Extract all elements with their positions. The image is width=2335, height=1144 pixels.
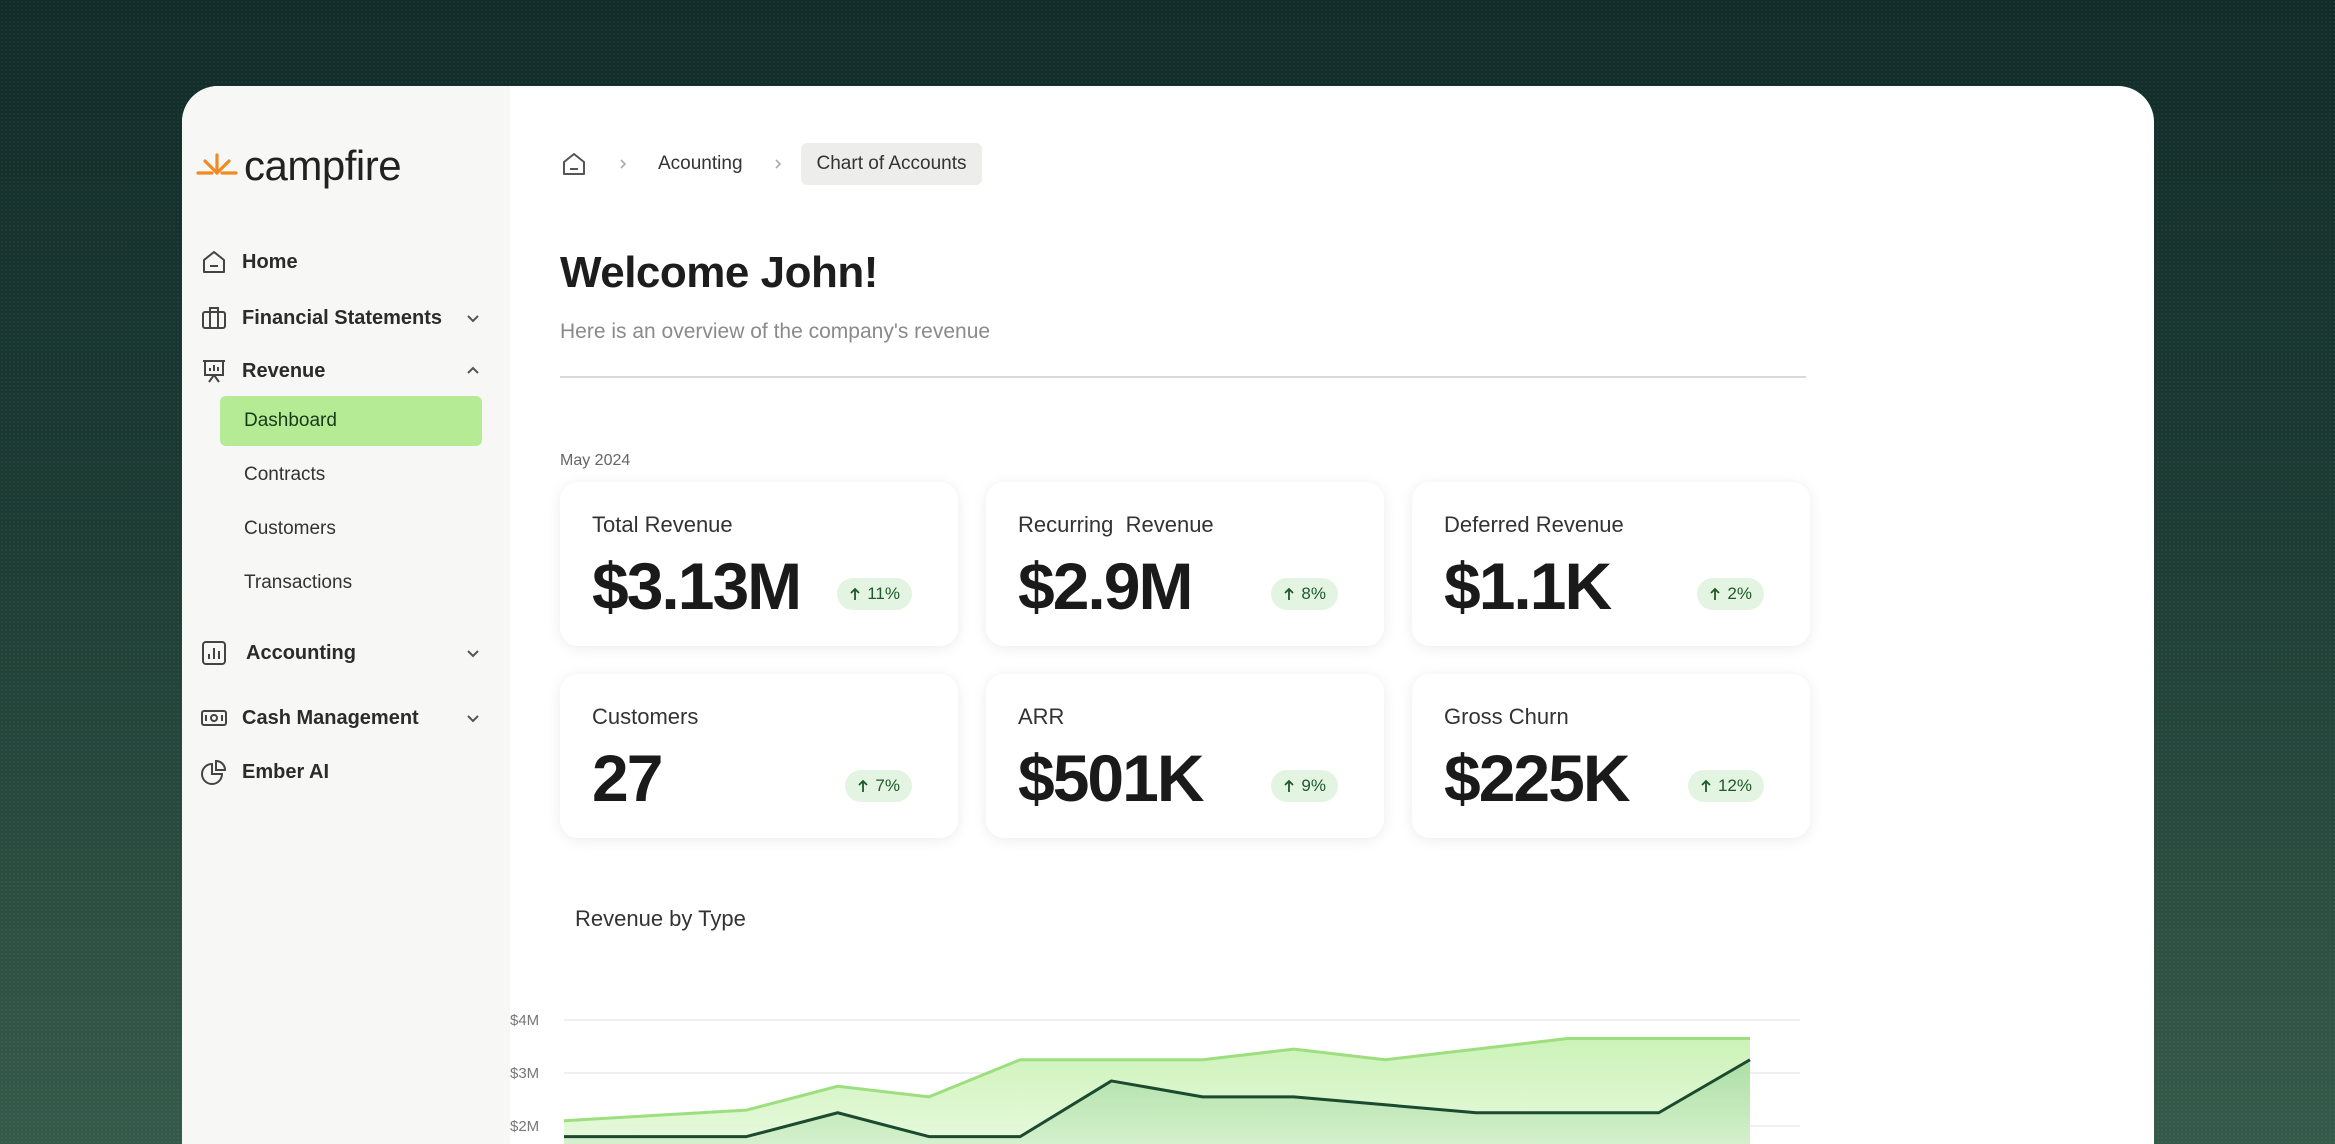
chevron-down-icon[interactable] (464, 644, 482, 662)
period-label: May 2024 (560, 452, 631, 469)
change-value: 12% (1717, 776, 1752, 795)
change-badge: 2% (1697, 578, 1764, 610)
sidebar-subitem-contracts[interactable]: Contracts (244, 464, 326, 485)
change-value: 2% (1727, 584, 1752, 603)
sidebar-item-cash-management[interactable]: Cash Management (182, 684, 510, 752)
chevron-down-icon[interactable] (464, 709, 482, 727)
divider (560, 376, 1806, 378)
metric-value: $501K (1018, 741, 1205, 815)
chevron-down-icon[interactable] (464, 309, 482, 327)
metric-label: ARR (1018, 704, 1065, 729)
change-badge: 9% (1271, 770, 1338, 802)
y-tick-label: $3M (510, 1065, 539, 1082)
arrow-up-icon (1701, 779, 1711, 792)
home-icon[interactable] (560, 150, 588, 178)
chevron-right-icon (620, 159, 627, 169)
sidebar: campfire Home Financial Statements (182, 86, 510, 1144)
metric-value: $2.9M (1018, 549, 1193, 623)
metric-card-arr[interactable]: ARR $501K 9% (986, 674, 1384, 838)
bar-chart-icon (200, 639, 228, 667)
metric-card-total-revenue[interactable]: Total Revenue $3.13M 11% (560, 482, 958, 646)
breadcrumb-item[interactable]: Acounting (658, 153, 743, 174)
sidebar-subitem-dashboard[interactable]: Dashboard (220, 396, 482, 446)
sidebar-item-label: Revenue (242, 359, 326, 382)
presentation-chart-icon (200, 357, 228, 385)
page-subtitle: Here is an overview of the company's rev… (560, 320, 991, 343)
brand-name: campfire (244, 142, 402, 189)
metric-label: Recurring Revenue (1018, 512, 1214, 537)
breadcrumb: Acounting Chart of Accounts (560, 142, 2154, 186)
arrow-up-icon (1284, 779, 1295, 792)
sidebar-nav: Home Financial Statements Revenue Dashbo… (182, 234, 510, 792)
change-value: 11% (867, 584, 900, 603)
brand-logo[interactable]: campfire (194, 138, 510, 194)
metric-cards: Total Revenue $3.13M 11% Recurring Reven… (560, 482, 2154, 838)
metric-card-recurring-revenue[interactable]: Recurring Revenue $2.9M 8% (986, 482, 1384, 646)
cash-icon (200, 704, 228, 732)
pie-chart-icon (200, 758, 228, 786)
arrow-up-icon (850, 587, 860, 600)
sidebar-item-label: Home (242, 250, 298, 273)
change-badge: 8% (1271, 578, 1338, 610)
metric-value: $225K (1444, 741, 1631, 815)
sidebar-item-home[interactable]: Home (182, 234, 510, 290)
sidebar-item-ember-ai[interactable]: Ember AI (182, 752, 510, 792)
breadcrumb-current[interactable]: Chart of Accounts (800, 143, 983, 185)
arrow-up-icon (1284, 587, 1295, 600)
campfire-logo-icon (196, 153, 238, 175)
metric-card-deferred-revenue[interactable]: Deferred Revenue $1.1K 2% (1412, 482, 1810, 646)
change-value: 9% (1301, 776, 1326, 795)
series-line-1[interactable] (564, 1058, 1751, 1139)
change-badge: 12% (1687, 770, 1764, 802)
sidebar-subitem-transactions[interactable]: Transactions (244, 572, 353, 593)
series-area-1 (564, 1059, 1750, 1144)
main-content: Acounting Chart of Accounts Welcome John… (510, 86, 2154, 1144)
change-value: 8% (1301, 584, 1326, 603)
sidebar-item-accounting[interactable]: Accounting (182, 622, 510, 684)
metric-label: Customers (592, 704, 699, 729)
metric-label: Deferred Revenue (1444, 512, 1624, 537)
briefcase-icon (200, 304, 228, 332)
sidebar-subitem-customers[interactable]: Customers (244, 518, 336, 539)
chart-title: Revenue by Type (575, 906, 746, 931)
sidebar-item-financial-statements[interactable]: Financial Statements (182, 290, 510, 346)
metric-label: Total Revenue (592, 512, 733, 537)
chevron-up-icon[interactable] (464, 362, 482, 380)
sidebar-item-label: Financial Statements (242, 306, 443, 329)
y-tick-label: $4M (510, 1012, 539, 1029)
metric-value: 27 (592, 741, 663, 815)
change-badge: 7% (845, 770, 912, 802)
page-title: Welcome John! (560, 248, 878, 297)
app-window: campfire Home Financial Statements (182, 86, 2154, 1144)
arrow-up-icon (858, 779, 869, 792)
sidebar-item-revenue[interactable]: Revenue (182, 346, 510, 396)
metric-value: $3.13M (592, 549, 802, 623)
change-badge: 11% (837, 578, 912, 610)
y-tick-label: $2M (510, 1118, 539, 1135)
sidebar-item-label: Cash Management (242, 706, 419, 729)
sidebar-item-label: Ember AI (242, 760, 330, 783)
sidebar-item-label: Accounting (246, 641, 356, 664)
metric-value: $1.1K (1444, 549, 1612, 623)
metric-card-gross-churn[interactable]: Gross Churn $225K 12% (1412, 674, 1810, 838)
revenue-submenu: Dashboard Contracts Customers Transactio… (182, 396, 510, 608)
metric-label: Gross Churn (1444, 704, 1569, 729)
change-value: 7% (875, 776, 900, 795)
chevron-right-icon (774, 159, 781, 169)
series-line-0[interactable] (563, 1037, 1750, 1123)
home-icon (200, 248, 228, 276)
metric-card-customers[interactable]: Customers 27 7% (560, 674, 958, 838)
arrow-up-icon (1710, 587, 1721, 600)
revenue-by-type-chart[interactable]: $4M $3M $2M (510, 962, 1810, 1144)
